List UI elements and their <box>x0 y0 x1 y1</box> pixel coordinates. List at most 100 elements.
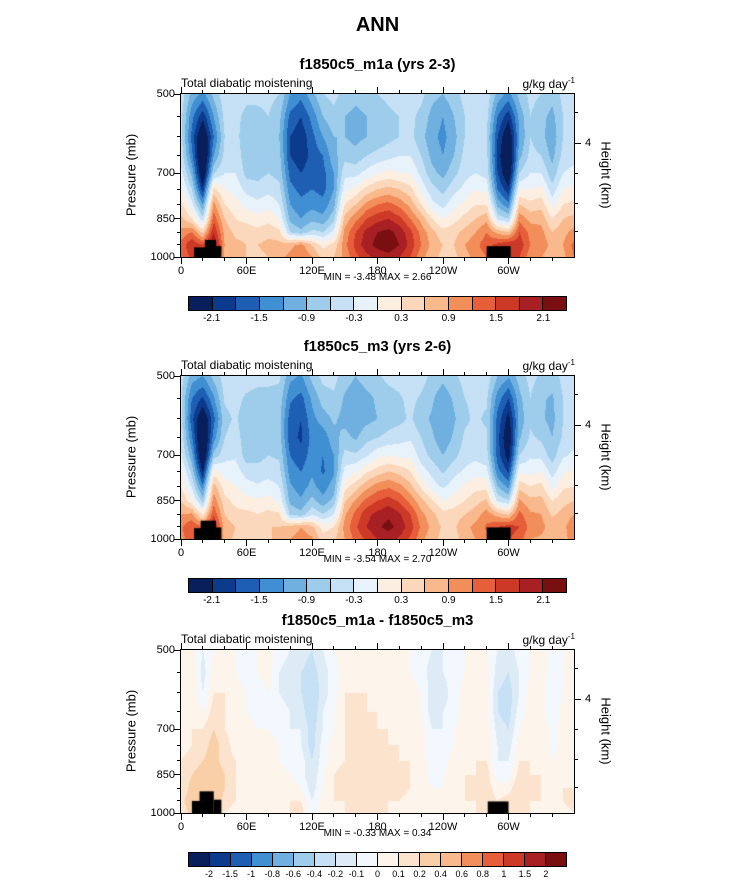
contour-canvas <box>181 376 574 539</box>
tick-mark <box>177 744 180 746</box>
tick-mark <box>177 204 180 206</box>
tick-mark <box>464 646 466 649</box>
tick-mark <box>551 372 553 375</box>
colorbar-segment <box>495 297 519 310</box>
tick-mark <box>575 172 578 174</box>
tick-mark <box>177 526 180 528</box>
colorbar-segment <box>471 579 496 592</box>
colorbar-segment <box>314 853 335 866</box>
colorbar-tick-label: -0.2 <box>327 869 344 879</box>
colorbar-segment <box>447 297 472 310</box>
colorbar-segment <box>400 579 425 592</box>
longitude-tick-label: 60W <box>497 821 520 833</box>
tick-mark <box>377 814 378 820</box>
tick-mark <box>267 90 269 93</box>
tick-mark <box>177 155 180 157</box>
pressure-tick-label: 850 <box>156 768 175 781</box>
colorbar-segment <box>377 297 401 310</box>
tick-mark <box>180 369 182 375</box>
tick-mark <box>289 540 291 543</box>
field-label: Total diabatic moistening <box>181 358 313 372</box>
tick-mark <box>177 136 180 138</box>
tick-mark <box>174 728 180 730</box>
colorbar-segment <box>400 297 425 310</box>
units-label: g/kg day-1 <box>523 358 576 373</box>
colorbar-segment <box>482 853 503 866</box>
tick-mark <box>267 646 269 649</box>
units-label: g/kg day-1 <box>523 632 576 647</box>
tick-mark <box>311 643 313 649</box>
units-base: g/kg day <box>522 359 568 373</box>
colorbar-tick-label: -2.1 <box>203 595 221 606</box>
field-label: Total diabatic moistening <box>181 76 313 90</box>
tick-mark <box>267 540 269 543</box>
tick-mark <box>202 90 204 93</box>
longitude-tick-label: 180 <box>368 265 387 277</box>
tick-mark <box>174 500 180 502</box>
tick-mark <box>508 87 509 93</box>
height-tick-label: 4 <box>585 693 592 706</box>
tick-mark <box>246 258 247 264</box>
tick-mark <box>177 711 180 713</box>
tick-mark <box>177 800 180 802</box>
tick-mark <box>529 814 531 817</box>
longitude-tick-label: 120W <box>428 547 458 559</box>
colorbar-tick-label: 2.1 <box>536 313 551 324</box>
tick-mark <box>174 812 180 814</box>
colorbar-tick-label: 0.6 <box>455 869 468 879</box>
tick-mark <box>551 540 553 543</box>
panel-f1850c5-m1a: f1850c5_m1a (yrs 2-3) Total diabatic moi… <box>0 50 733 332</box>
tick-mark <box>174 93 180 95</box>
colorbar-segment <box>518 297 543 310</box>
tick-mark <box>529 90 531 93</box>
colorbar-tick-label: -2 <box>205 869 214 879</box>
pressure-tick-label: 500 <box>156 88 175 100</box>
colorbar: -2.1 -1.5 -0.9 -0.3 0.3 0.9 1.5 2.1 <box>188 296 567 326</box>
tick-mark <box>174 218 180 220</box>
tick-mark <box>355 540 357 543</box>
pressure-tick-label: 500 <box>156 644 175 656</box>
colorbar-tick-label: -0.3 <box>345 595 363 606</box>
tick-mark <box>289 90 291 93</box>
pressure-tick-label: 1000 <box>150 533 175 545</box>
tick-mark <box>246 643 247 649</box>
pressure-tick-label: 850 <box>156 494 175 507</box>
tick-mark <box>180 814 182 820</box>
tick-mark <box>575 728 578 730</box>
tick-mark <box>420 646 422 649</box>
pressure-tick-label: 1000 <box>150 807 175 819</box>
tick-mark <box>355 372 357 375</box>
tick-mark <box>398 258 400 261</box>
tick-mark <box>289 814 291 817</box>
tick-mark <box>177 231 180 233</box>
height-tick-label: 4 <box>585 137 592 150</box>
tick-mark <box>420 258 422 261</box>
tick-mark <box>177 787 180 789</box>
tick-mark <box>420 814 422 817</box>
colorbar-tick-label: 0 <box>374 869 381 879</box>
tick-mark <box>486 90 488 93</box>
colorbar-segment <box>461 853 482 866</box>
units-base: g/kg day <box>522 633 568 647</box>
tick-mark <box>202 814 204 817</box>
longitude-tick-label: 60E <box>236 547 257 559</box>
colorbar-segment <box>353 579 377 592</box>
tick-mark <box>246 814 247 820</box>
colorbar-tick-label: 0.3 <box>394 313 409 324</box>
tick-mark <box>267 814 269 817</box>
tick-mark <box>575 231 578 233</box>
minmax-label: MIN = -3.54 MAX = 2.70 <box>323 554 432 565</box>
tick-mark <box>202 540 204 543</box>
colorbar-segment <box>424 579 448 592</box>
colorbar-tick-label: -0.9 <box>297 313 316 324</box>
tick-mark <box>177 397 180 399</box>
tick-mark <box>575 667 578 669</box>
tick-mark <box>333 258 335 261</box>
colorbar-tick-label: 1.5 <box>518 869 532 879</box>
tick-mark <box>551 646 553 649</box>
tick-mark <box>575 454 578 456</box>
colorbar-tick-label: -0.9 <box>297 595 316 606</box>
longitude-tick-label: 0 <box>177 265 185 277</box>
height-axis-title: Height (km) <box>598 423 614 491</box>
